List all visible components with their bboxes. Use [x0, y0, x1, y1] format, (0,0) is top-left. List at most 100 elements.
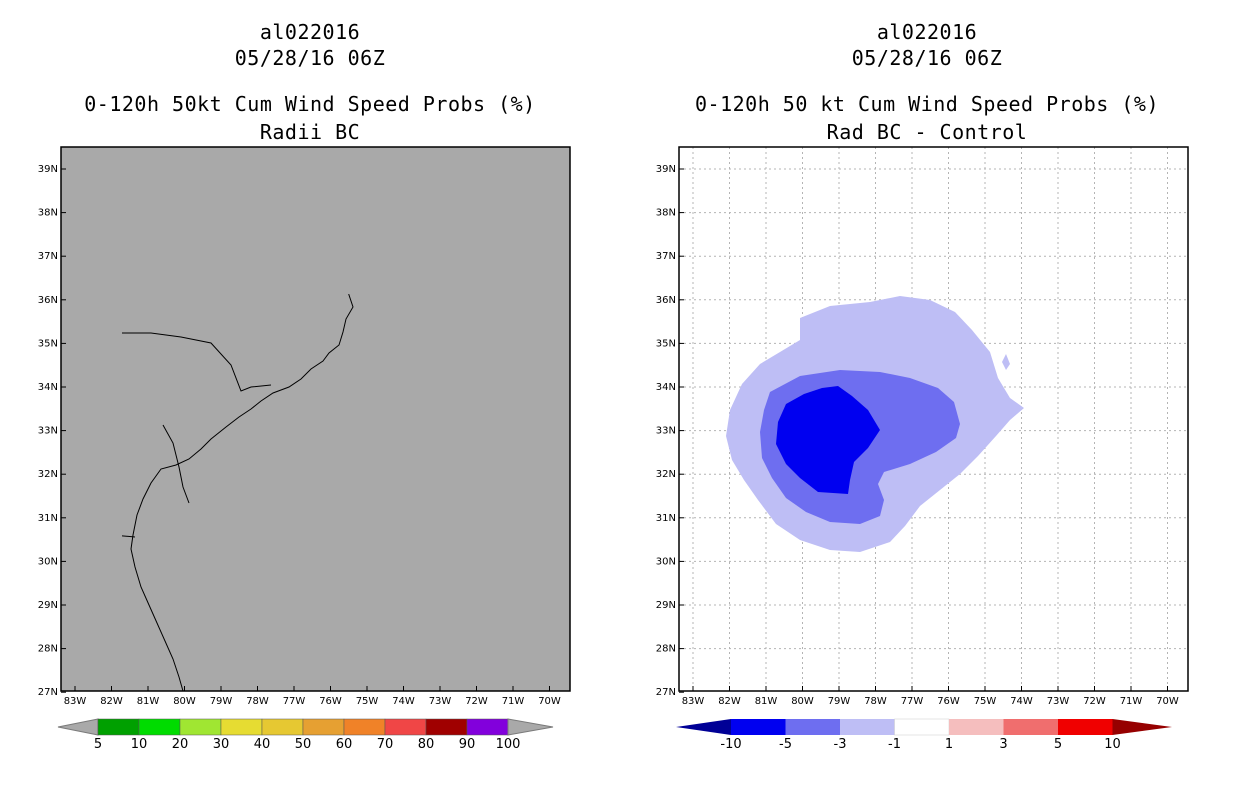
lat-tick-label: 28N [38, 644, 58, 655]
lat-tick-label: 37N [38, 251, 58, 262]
colorbar-swatch [384, 718, 427, 736]
colorbar-under-triangle [676, 719, 731, 735]
colorbar-label: 20 [172, 737, 189, 752]
lat-tick-label: 38N [38, 208, 58, 219]
colorbar-swatch [179, 718, 222, 736]
lat-tick-label: 34N [656, 382, 676, 393]
left-lon-labels: 83W 82W 81W 80W 79W 78W 77W 76W 75W 74W 73W 72W 71W 7… [64, 686, 561, 707]
colorbar-swatch [138, 718, 181, 736]
colorbar-swatch [894, 718, 950, 736]
lat-tick-label: 39N [656, 164, 676, 175]
colorbar-label: -5 [779, 737, 792, 752]
left-colorbar: 5 10 20 30 40 50 60 70 80 90 100 [57, 718, 554, 752]
lat-tick-label: 29N [38, 600, 58, 611]
lat-tick-label: 32N [656, 469, 676, 480]
lon-tick-label: 75W [356, 696, 379, 707]
colorbar-swatch [220, 718, 263, 736]
colorbar-label: 60 [336, 737, 353, 752]
right-title-storm: al022016 [876, 20, 978, 44]
lon-tick-label: 83W [682, 696, 705, 707]
left-lat-labels: 39N 38N 37N 36N 35N 34N 33N 32N 31N 30N 29N 28N 27N [38, 164, 66, 698]
colorbar-label: 5 [1054, 737, 1062, 752]
lon-tick-label: 74W [1010, 696, 1033, 707]
lon-tick-label: 72W [1083, 696, 1106, 707]
lon-tick-label: 78W [246, 696, 269, 707]
right-map-frame [678, 146, 1189, 692]
lon-tick-label: 78W [864, 696, 887, 707]
lon-tick-label: 80W [173, 696, 196, 707]
right-map [678, 146, 1189, 692]
colorbar-label: -3 [834, 737, 847, 752]
left-map-frame [60, 146, 571, 692]
contour-minus5 [776, 386, 880, 494]
lon-tick-label: 73W [1047, 696, 1070, 707]
lon-tick-label: 83W [64, 696, 87, 707]
lon-tick-label: 71W [1120, 696, 1143, 707]
lon-tick-label: 70W [538, 696, 561, 707]
colorbar-under-triangle [57, 718, 99, 736]
lon-tick-label: 76W [937, 696, 960, 707]
right-lon-labels: 83W 82W 81W 80W 79W 78W 77W 76W 75W 74W 73W 72W 71W 7… [682, 686, 1179, 707]
lon-tick-label: 80W [791, 696, 814, 707]
lat-tick-label: 33N [656, 426, 676, 437]
colorbar-swatch [840, 719, 895, 735]
lon-tick-label: 82W [100, 696, 123, 707]
right-title-sub: Rad BC - Control [826, 120, 1028, 144]
lon-tick-label: 71W [502, 696, 525, 707]
colorbar-label: -1 [888, 737, 901, 752]
lat-tick-label: 27N [656, 687, 676, 698]
right-lat-labels: 39N 38N 37N 36N 35N 34N 33N 32N 31N 30N 29N 28N 27N [656, 164, 684, 698]
colorbar-label: 100 [496, 737, 521, 752]
colorbar-label: 70 [377, 737, 394, 752]
contour-minus1-island [1002, 354, 1010, 370]
colorbar-swatch [1003, 719, 1058, 735]
lon-tick-label: 79W [828, 696, 851, 707]
colorbar-swatch [949, 719, 1004, 735]
lon-tick-label: 81W [137, 696, 160, 707]
colorbar-swatch [261, 718, 304, 736]
colorbar-swatch [731, 719, 786, 735]
lon-tick-label: 74W [392, 696, 415, 707]
lat-tick-label: 38N [656, 208, 676, 219]
lat-tick-label: 36N [656, 295, 676, 306]
colorbar-label: 10 [1104, 737, 1121, 752]
colorbar-label: -10 [720, 737, 741, 752]
lat-tick-label: 39N [38, 164, 58, 175]
lat-tick-label: 34N [38, 382, 58, 393]
colorbar-swatch [1058, 719, 1113, 735]
colorbar-swatch [343, 718, 386, 736]
lat-tick-label: 28N [656, 644, 676, 655]
colorbar-swatch [425, 718, 468, 736]
lon-tick-label: 77W [901, 696, 924, 707]
lon-tick-label: 76W [319, 696, 342, 707]
lat-tick-label: 31N [656, 513, 676, 524]
lon-tick-label: 73W [429, 696, 452, 707]
lat-tick-label: 30N [656, 556, 676, 567]
colorbar-label: 50 [295, 737, 312, 752]
lat-tick-label: 32N [38, 469, 58, 480]
colorbar-label: 90 [459, 737, 476, 752]
lon-tick-label: 72W [465, 696, 488, 707]
colorbar-label: 30 [213, 737, 230, 752]
right-title-product: 0-120h 50 kt Cum Wind Speed Probs (%) [694, 92, 1160, 116]
lon-tick-label: 79W [210, 696, 233, 707]
lat-tick-label: 37N [656, 251, 676, 262]
left-title-time: 05/28/16 06Z [234, 46, 386, 70]
colorbar-label: 3 [999, 737, 1007, 752]
lon-tick-label: 82W [718, 696, 741, 707]
colorbar-swatch [97, 718, 140, 736]
lat-tick-label: 29N [656, 600, 676, 611]
colorbar-label: 5 [94, 737, 102, 752]
colorbar-swatch [466, 718, 509, 736]
lat-tick-label: 33N [38, 426, 58, 437]
colorbar-label: 80 [418, 737, 435, 752]
colorbar-label: 40 [254, 737, 271, 752]
lon-tick-label: 81W [755, 696, 778, 707]
lat-tick-label: 30N [38, 556, 58, 567]
left-title-storm: al022016 [259, 20, 361, 44]
colorbar-swatch [302, 718, 345, 736]
colorbar-over-triangle [1112, 719, 1172, 735]
colorbar-over-triangle [507, 718, 554, 736]
lat-tick-label: 31N [38, 513, 58, 524]
colorbar-label: 1 [945, 737, 953, 752]
